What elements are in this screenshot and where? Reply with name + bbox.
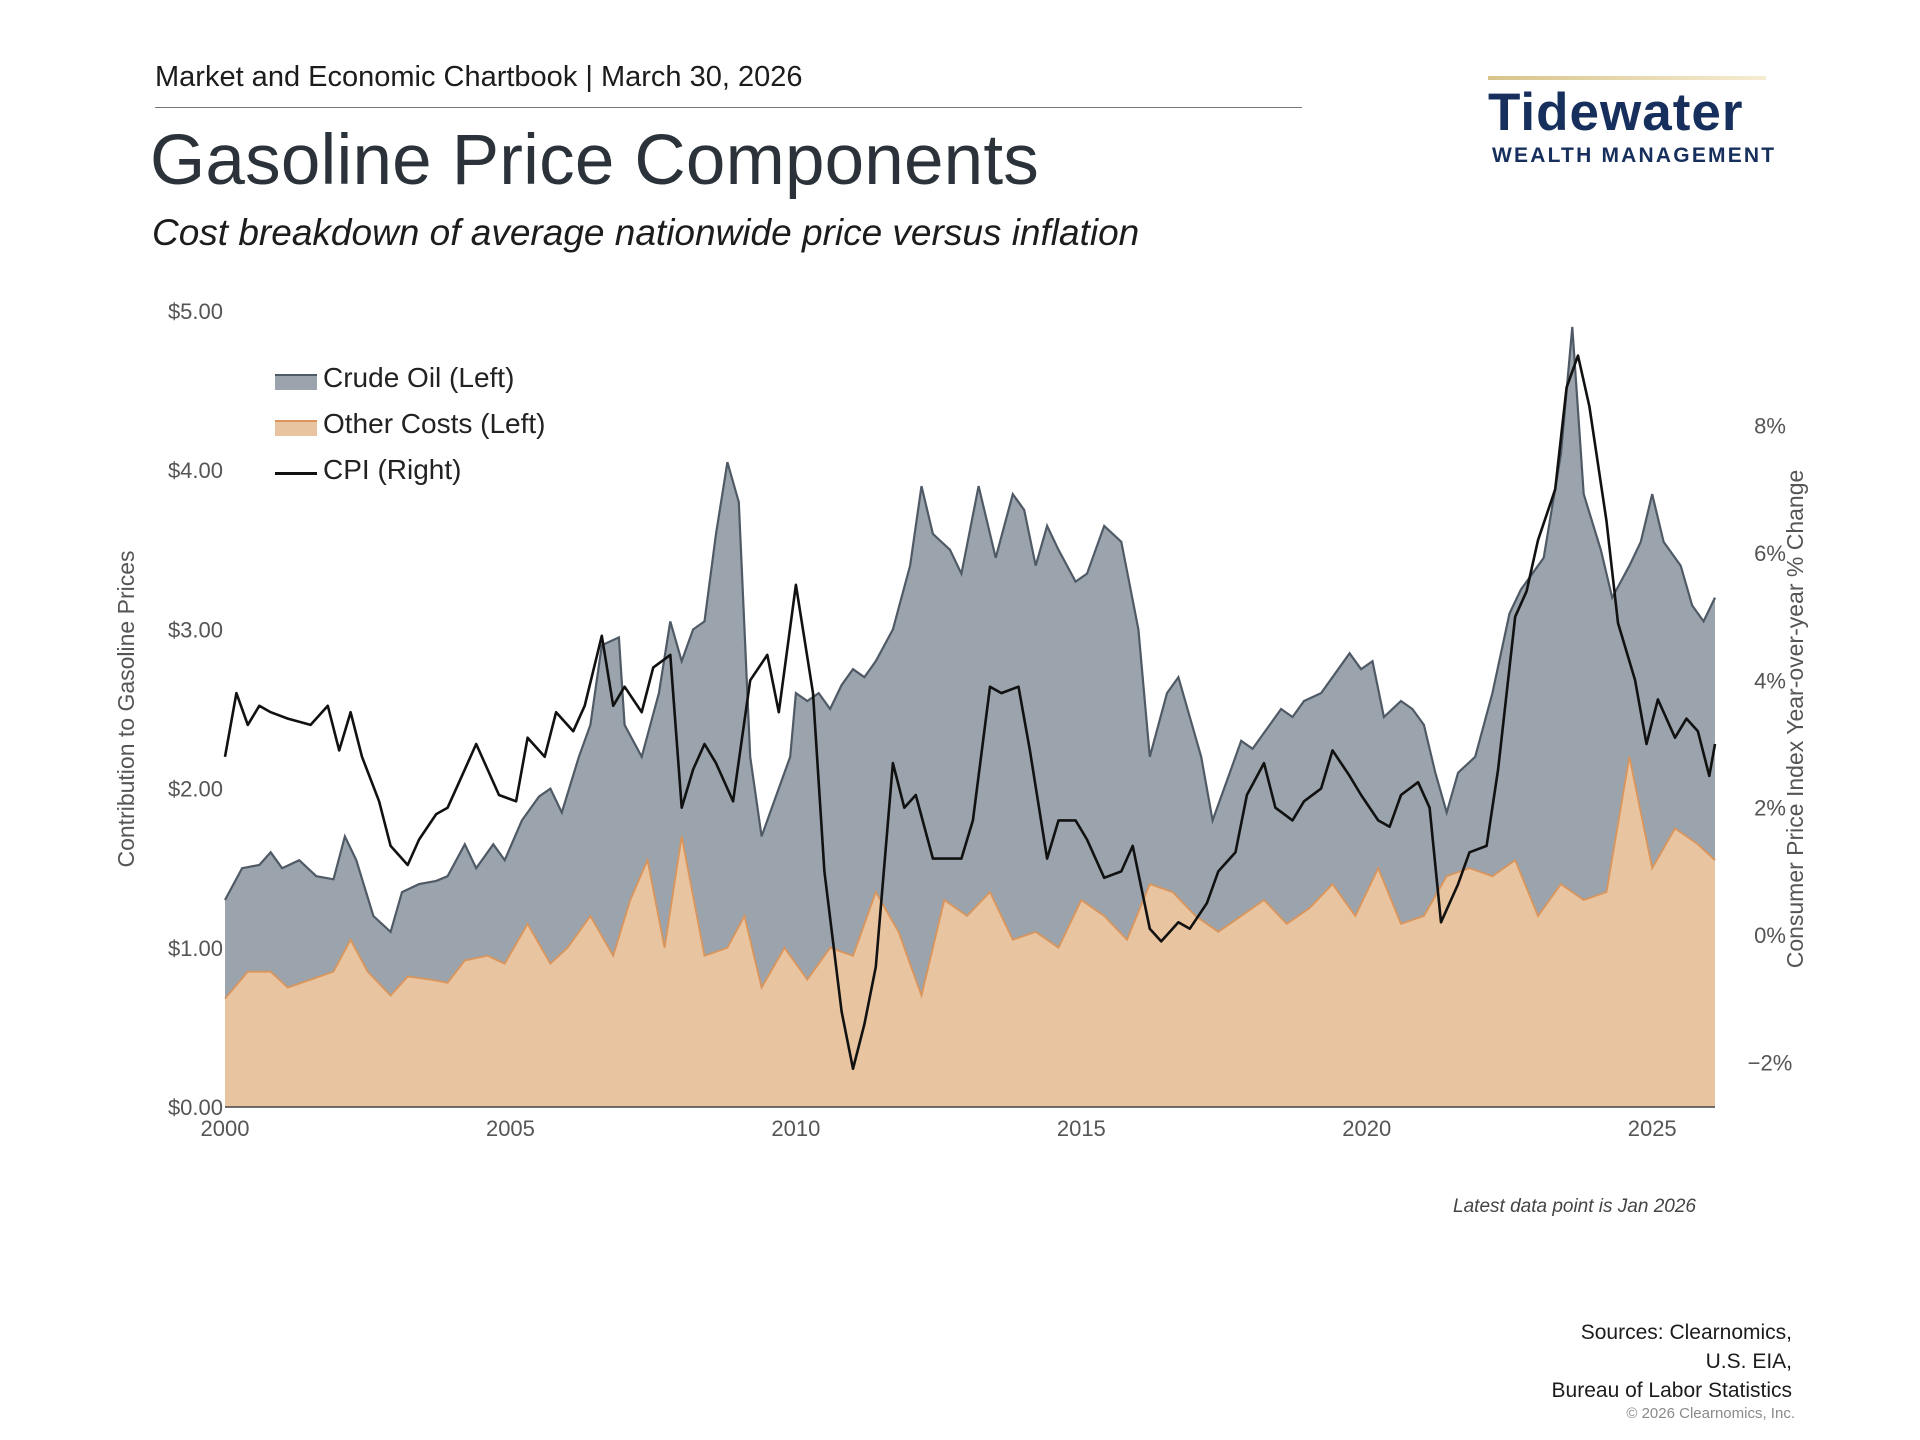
company-logo: Tidewater WEALTH MANAGEMENT <box>1480 76 1780 176</box>
y2-axis-title: Consumer Price Index Year-over-year % Ch… <box>1782 470 1808 969</box>
y-tick-label: $0.00 <box>168 1095 223 1120</box>
legend-swatch-cpi <box>275 472 317 475</box>
y-tick-label: $5.00 <box>168 299 223 324</box>
other-costs-outline <box>224 756 1716 1000</box>
y2-tick-label: 8% <box>1754 414 1786 439</box>
y2-tick-label: 2% <box>1754 796 1786 821</box>
copyright-notice: © 2026 Clearnomics, Inc. <box>1626 1405 1795 1422</box>
x-tick-label: 2005 <box>486 1116 535 1141</box>
y2-tick-label: 0% <box>1754 923 1786 948</box>
other-costs-area <box>225 756 1715 1107</box>
source-line: Sources: Clearnomics, <box>1580 1321 1792 1344</box>
chartbook-header: Market and Economic Chartbook | March 30… <box>155 61 803 93</box>
y-tick-label: $4.00 <box>168 458 223 483</box>
sources-block: Sources: Clearnomics, U.S. EIA, Bureau o… <box>1552 1318 1792 1405</box>
logo-wordmark: Tidewater <box>1488 83 1744 142</box>
header-divider <box>155 107 1302 108</box>
legend-label-other: Other Costs (Left) <box>323 408 546 439</box>
source-line: Bureau of Labor Statistics <box>1551 1379 1792 1402</box>
y-axis-title: Contribution to Gasoline Prices <box>113 550 139 867</box>
x-tick-label: 2020 <box>1342 1116 1391 1141</box>
x-tick-label: 2025 <box>1628 1116 1677 1141</box>
y2-tick-label: 4% <box>1754 668 1786 693</box>
latest-data-note: Latest data point is Jan 2026 <box>1453 1196 1696 1217</box>
logo-accent-bar <box>1488 76 1766 80</box>
source-line: U.S. EIA, <box>1705 1350 1792 1373</box>
crude-oil-outline <box>224 326 1716 934</box>
legend-swatch-crude <box>275 374 317 390</box>
y-tick-label: $1.00 <box>168 936 223 961</box>
x-tick-label: 2010 <box>771 1116 820 1141</box>
x-tick-label: 2015 <box>1057 1116 1106 1141</box>
logo-tagline: WEALTH MANAGEMENT <box>1492 144 1777 167</box>
legend-label-cpi: CPI (Right) <box>323 454 462 485</box>
chart-subtitle: Cost breakdown of average nationwide pri… <box>152 212 1140 253</box>
cpi-line <box>223 354 1717 1071</box>
y-tick-label: $2.00 <box>168 777 223 802</box>
chart-title: Gasoline Price Components <box>150 121 1039 200</box>
legend-label-crude: Crude Oil (Left) <box>323 362 515 393</box>
y-tick-label: $3.00 <box>168 617 223 642</box>
x-tick-label: 2000 <box>201 1116 250 1141</box>
y2-tick-label: −2% <box>1748 1050 1793 1075</box>
y2-tick-label: 6% <box>1754 541 1786 566</box>
legend-swatch-other <box>275 420 317 436</box>
